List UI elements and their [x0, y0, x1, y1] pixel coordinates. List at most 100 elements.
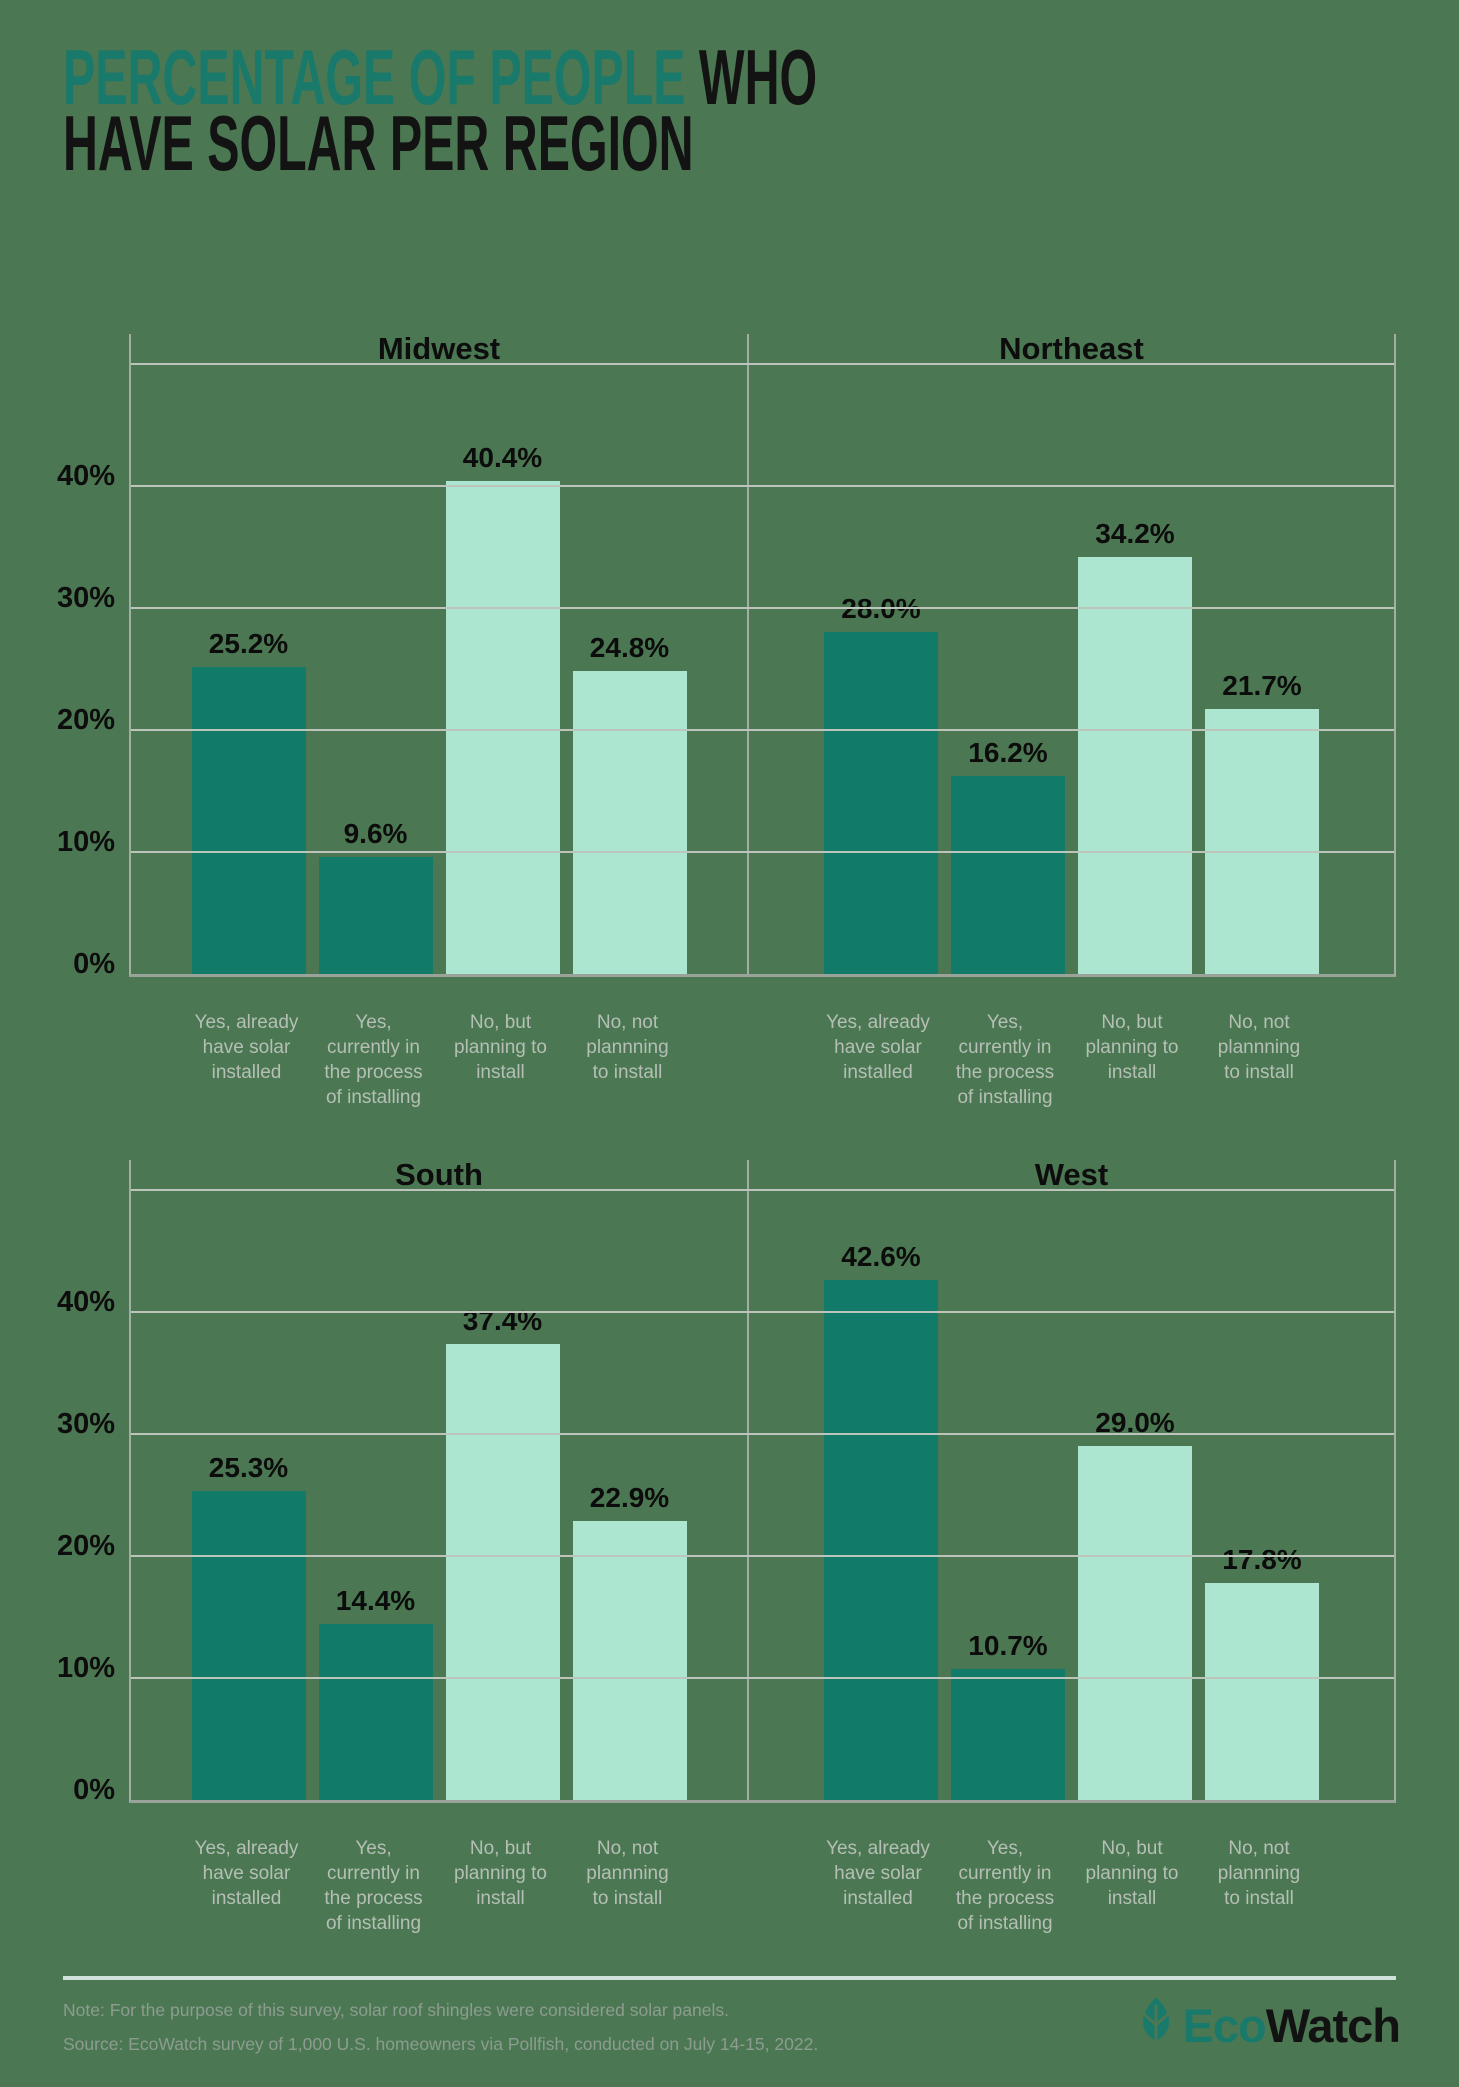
bar-northeast-1: [824, 632, 938, 974]
bar-value-label: 9.6%: [343, 817, 408, 849]
category-labels-midwest: Yes, already have solar installed Yes, curre…: [129, 1010, 745, 1110]
bar-midwest-2: [318, 856, 433, 974]
y-axis-label: 10%: [56, 826, 115, 858]
category-label: Yes, currently in the process of installing: [324, 1012, 423, 1108]
bar-slot: 34.2%: [1078, 334, 1192, 974]
footer-divider: [63, 1976, 1396, 1980]
category-label: No, but planning to install: [454, 1012, 547, 1083]
bars-south: 25.3% 14.4% 37.4% 22.9%: [131, 1160, 747, 1800]
bar-slot: 40.4%: [445, 334, 560, 974]
ecowatch-wordmark: EcoWatch: [1182, 1996, 1401, 2056]
ecowatch-logo: EcoWatch: [1133, 1995, 1401, 2056]
bar-value-label: 37.4%: [462, 1304, 543, 1336]
bar-south-2: [318, 1624, 433, 1800]
page-title-rest: WHO: [685, 33, 818, 121]
bar-value-label: 10.7%: [968, 1630, 1048, 1662]
bar-value-label: 40.4%: [462, 442, 543, 474]
gridline: [131, 1433, 1394, 1435]
category-label: Yes, already have solar installed: [194, 1838, 299, 1909]
y-axis-label: 30%: [56, 582, 115, 614]
category-labels-west: Yes, already have solar installed Yes, curre…: [745, 1836, 1392, 1936]
chart-row-bottom: 0% 10% 20% 30% 40% South 25.3% 14.4% 37.4% 22.9…: [0, 1157, 1459, 1990]
bar-value-label: 42.6%: [841, 1241, 921, 1273]
bar-south-3: [445, 1343, 560, 1800]
bar-value-label: 25.3%: [208, 1452, 289, 1484]
bar-slot: 25.3%: [191, 1160, 306, 1800]
gridline: [131, 851, 1394, 853]
bar-value-label: 24.8%: [589, 632, 670, 664]
y-axis-label: 10%: [56, 1652, 115, 1684]
category-label: Yes, already have solar installed: [194, 1012, 299, 1083]
panel-title-south: South: [395, 1157, 483, 1192]
bars-northeast: 28.0% 16.2% 34.2% 21.7%: [749, 334, 1394, 974]
bar-south-4: [572, 1520, 687, 1800]
category-label: No, but planning to install: [454, 1838, 547, 1909]
bar-west-4: [1205, 1582, 1319, 1800]
bar-value-label: 34.2%: [1095, 517, 1175, 549]
bar-value-label: 16.2%: [968, 737, 1048, 769]
gridline: [131, 363, 1394, 365]
bars-midwest: 25.2% 9.6% 40.4% 24.8%: [131, 334, 747, 974]
category-label: No, but planning to install: [1085, 1838, 1179, 1909]
gridline: [131, 1555, 1394, 1557]
gridline: [131, 1189, 1394, 1191]
bar-value-label: 28.0%: [841, 593, 921, 625]
category-label: Yes, currently in the process of installing: [324, 1838, 423, 1934]
bar-slot: 24.8%: [572, 334, 687, 974]
plot-area: Midwest 25.2% 9.6% 40.4% 24.8% Northeast 28…: [129, 331, 1396, 977]
logo-watch-text: Watch: [1265, 1998, 1401, 2052]
logo-eco-text: Eco: [1182, 1998, 1267, 2052]
gridline: [131, 1677, 1394, 1679]
bar-value-label: 22.9%: [589, 1481, 670, 1513]
bar-midwest-4: [572, 671, 687, 974]
y-axis-label: 20%: [56, 1530, 115, 1562]
bar-value-label: 14.4%: [335, 1585, 416, 1617]
y-axis-label: 0%: [73, 1774, 115, 1806]
gridline: [131, 729, 1394, 731]
bar-slot: 21.7%: [1205, 334, 1319, 974]
ecowatch-leaf-icon: [1133, 1995, 1179, 2056]
category-label: Yes, already have solar installed: [826, 1838, 930, 1909]
chart-row-top: 0% 10% 20% 30% 40% Midwest 25.2% 9.6% 40.4% 24.…: [0, 331, 1459, 1164]
y-axis-labels: 0% 10% 20% 30% 40%: [0, 334, 115, 979]
bar-slot: 29.0%: [1078, 1160, 1192, 1800]
y-axis-label: 40%: [56, 1286, 115, 1318]
page-title: PERCENTAGE OF PEOPLE WHO HAVE SOLAR PER …: [63, 38, 1279, 187]
bar-slot: 9.6%: [318, 334, 433, 974]
bar-northeast-2: [951, 776, 1065, 974]
plot-area: South 25.3% 14.4% 37.4% 22.9% West 42.6% 10.…: [129, 1157, 1396, 1803]
bar-northeast-4: [1205, 709, 1319, 974]
bar-slot: 10.7%: [951, 1160, 1065, 1800]
footer-source: Source: EcoWatch survey of 1,000 U.S. ho…: [63, 2034, 819, 2054]
bar-midwest-1: [191, 666, 306, 974]
bars-west: 42.6% 10.7% 29.0% 17.8%: [749, 1160, 1394, 1800]
gridline: [131, 1311, 1394, 1313]
bar-slot: 42.6%: [824, 1160, 938, 1800]
panel-northeast: Northeast 28.0% 16.2% 34.2% 21.7%: [747, 331, 1394, 974]
footer-notes: Note: For the purpose of this survey, so…: [63, 1993, 818, 2061]
bar-slot: 22.9%: [572, 1160, 687, 1800]
category-label: Yes, already have solar installed: [826, 1012, 930, 1083]
bar-slot: 16.2%: [951, 334, 1065, 974]
category-label: Yes, currently in the process of installing: [955, 1838, 1055, 1934]
y-axis-label: 20%: [56, 704, 115, 736]
gridline: [131, 607, 1394, 609]
bar-west-1: [824, 1280, 938, 1800]
bar-slot: 28.0%: [824, 334, 938, 974]
panel-title-west: West: [1034, 1157, 1109, 1192]
bar-slot: 25.2%: [191, 334, 306, 974]
bar-slot: 14.4%: [318, 1160, 433, 1800]
y-axis-label: 40%: [56, 460, 115, 492]
y-axis-label: 0%: [73, 948, 115, 980]
category-label: No, but planning to install: [1085, 1012, 1179, 1083]
category-labels-northeast: Yes, already have solar installed Yes, curre…: [745, 1010, 1392, 1110]
y-axis-label: 30%: [56, 1408, 115, 1440]
bar-west-2: [951, 1669, 1065, 1800]
page-title-line2: HAVE SOLAR PER REGION: [63, 99, 694, 187]
bar-south-1: [191, 1491, 306, 1800]
gridline: [131, 485, 1394, 487]
bar-midwest-3: [445, 481, 560, 974]
bar-value-label: 21.7%: [1222, 670, 1302, 702]
category-label: No, not plannning to install: [586, 1012, 669, 1083]
panel-title-northeast: Northeast: [999, 331, 1144, 366]
